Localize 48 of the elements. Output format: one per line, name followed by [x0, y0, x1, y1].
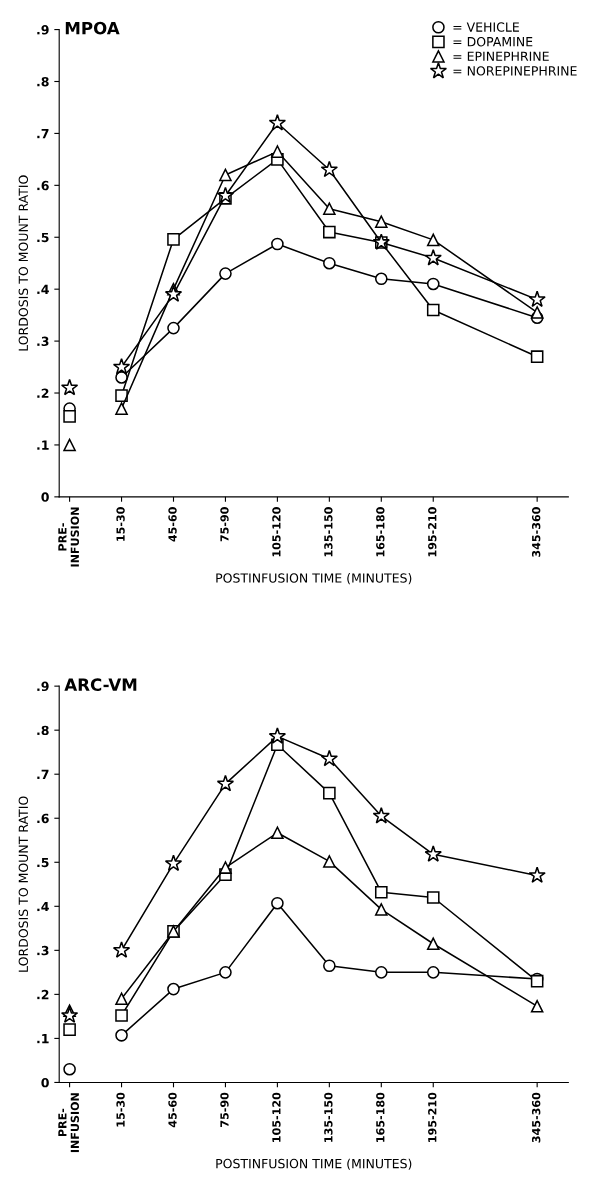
- x-tick-label: 105-120: [272, 507, 281, 557]
- x-tick-label: 15-30: [116, 507, 125, 541]
- x-tick-label: 135-150: [324, 1092, 333, 1142]
- y-tick-label: .9: [37, 25, 49, 35]
- y-axis-title: LORDOSIS TO MOUNT RATIO: [18, 796, 29, 972]
- y-tick-label: .6: [37, 813, 49, 824]
- x-tick-label: 135-150: [324, 507, 333, 557]
- x-tick-label: 195-210: [428, 507, 437, 557]
- y-tick-label: .9: [37, 681, 49, 692]
- y-tick-label: .3: [37, 336, 49, 347]
- x-tick-label: 345-360: [531, 507, 541, 557]
- x-tick-label: 45-60: [168, 507, 177, 542]
- y-tick-label: 0: [41, 492, 49, 502]
- y-tick-label: .1: [37, 1034, 49, 1044]
- y-tick-label: .4: [37, 284, 49, 294]
- y-tick-label: 0: [41, 1077, 49, 1088]
- x-tick-label: PRE- INFUSION: [58, 1093, 80, 1153]
- x-tick-label: 75-90: [220, 1092, 229, 1127]
- y-tick-label: .2: [37, 989, 49, 1000]
- legend-label: = NOREPINEPHRINE: [453, 66, 577, 76]
- chart-title: MPOA: [65, 21, 120, 35]
- y-tick-label: .7: [37, 769, 49, 779]
- y-tick-label: .5: [37, 232, 49, 243]
- y-tick-label: .8: [37, 725, 49, 736]
- x-tick-label: PRE- INFUSION: [58, 507, 80, 567]
- legend-label: = DOPAMINE: [453, 36, 533, 47]
- x-tick-label: 105-120: [272, 1092, 281, 1142]
- y-tick-label: .3: [37, 945, 49, 956]
- y-axis-title: LORDOSIS TO MOUNT RATIO: [18, 175, 29, 351]
- x-tick-label: 15-30: [116, 1092, 125, 1127]
- x-tick-label: 45-60: [168, 1092, 177, 1128]
- x-tick-label: 345-360: [531, 1092, 541, 1143]
- y-tick-label: .4: [37, 901, 49, 912]
- x-tick-label: 165-180: [376, 507, 385, 557]
- legend-label: = VEHICLE: [453, 22, 519, 32]
- x-tick-label: 195-210: [428, 1092, 437, 1142]
- y-tick-label: .5: [37, 857, 49, 868]
- y-tick-label: .8: [37, 76, 49, 87]
- y-tick-label: .6: [37, 180, 49, 191]
- x-tick-label: 165-180: [376, 1092, 385, 1142]
- x-axis-title: POSTINFUSION TIME (MINUTES): [216, 1158, 412, 1170]
- x-axis-title: POSTINFUSION TIME (MINUTES): [216, 573, 412, 585]
- y-tick-label: .1: [37, 440, 49, 450]
- x-tick-label: 75-90: [220, 507, 229, 542]
- chart-title: ARC-VM: [64, 678, 137, 691]
- legend-label: = EPINEPHRINE: [453, 51, 549, 61]
- y-tick-label: .2: [37, 388, 49, 398]
- y-tick-label: .7: [37, 129, 49, 139]
